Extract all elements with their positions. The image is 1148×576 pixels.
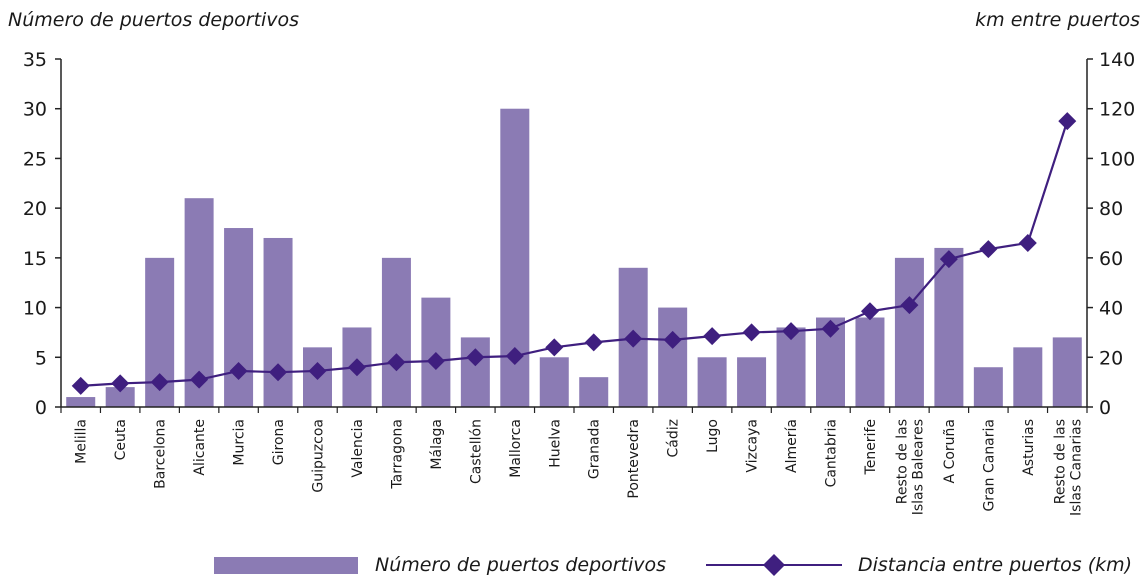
bar-21 <box>894 257 924 407</box>
right-tick-label-2: 40 <box>1099 298 1123 320</box>
left-tick-label-5: 25 <box>23 148 47 170</box>
category-label-15: Cádiz <box>666 419 682 457</box>
bar-10 <box>460 337 490 407</box>
bar-18 <box>776 327 806 407</box>
category-label-6: Guipuzcoa <box>311 419 327 493</box>
line-point-6 <box>308 361 327 380</box>
left-tick-label-7: 35 <box>23 49 47 71</box>
category-label-25: Resto de lasIslas Canarias <box>1052 419 1084 516</box>
right-tick-label-6: 120 <box>1099 99 1135 121</box>
line-point-11 <box>505 347 524 366</box>
category-label-23: Gran Canaria <box>981 419 997 512</box>
line-point-23 <box>979 240 998 259</box>
bar-13 <box>579 377 609 407</box>
line-point-12 <box>545 338 564 357</box>
category-label-7: Valencia <box>350 419 366 478</box>
category-label-13: Granada <box>587 419 603 479</box>
legend-line-marker <box>763 554 785 576</box>
line-point-3 <box>190 370 209 389</box>
bar-23 <box>973 367 1003 407</box>
category-label-16: Lugo <box>705 419 721 453</box>
category-label-11: Mallorca <box>508 419 524 478</box>
line-point-21 <box>900 296 919 315</box>
category-label-18: Almería <box>784 419 800 473</box>
category-label-14: Pontevedra <box>626 419 642 499</box>
bar-20 <box>855 317 885 407</box>
category-label-12: Huelva <box>547 419 563 468</box>
line-point-22 <box>939 250 958 269</box>
line-point-9 <box>426 352 445 371</box>
category-label-3: Alicante <box>192 419 208 476</box>
line-point-1 <box>111 374 130 393</box>
legend-line-label: Distancia entre puertos (km) <box>858 554 1132 576</box>
line-point-13 <box>584 333 603 352</box>
left-tick-label-4: 20 <box>23 198 47 220</box>
category-label-1: Ceuta <box>113 419 129 460</box>
left-axis-title: Número de puertos deportivos <box>8 9 299 31</box>
bar-1 <box>105 387 135 407</box>
line-point-2 <box>150 373 169 392</box>
line-point-7 <box>347 358 366 377</box>
line-point-25 <box>1058 112 1077 131</box>
category-label-22: A Coruña <box>942 419 958 483</box>
line-point-15 <box>663 330 682 349</box>
right-tick-label-1: 20 <box>1099 347 1123 369</box>
left-tick-label-0: 0 <box>35 397 47 419</box>
bar-0 <box>66 397 96 407</box>
bar-15 <box>658 307 688 407</box>
line-point-0 <box>71 376 90 395</box>
right-tick-label-7: 140 <box>1099 49 1135 71</box>
line-point-5 <box>269 363 288 382</box>
line-point-16 <box>703 327 722 346</box>
category-label-21: Resto de lasIslas Baleares <box>894 419 926 515</box>
legend: Número de puertos deportivos Distancia e… <box>214 554 1132 576</box>
bar-5 <box>263 237 293 407</box>
right-tick-label-5: 100 <box>1099 148 1135 170</box>
left-tick-label-1: 5 <box>35 347 47 369</box>
category-label-9: Málaga <box>429 419 445 470</box>
bar-8 <box>381 257 411 407</box>
line-point-24 <box>1018 233 1037 252</box>
category-label-8: Tarragona <box>389 419 405 490</box>
bar-12 <box>539 357 569 407</box>
line-series-group <box>71 112 1077 395</box>
bar-25 <box>1052 337 1082 407</box>
legend-bar-label: Número de puertos deportivos <box>375 554 666 576</box>
line-point-14 <box>624 329 643 348</box>
category-label-5: Girona <box>271 419 287 465</box>
line-point-8 <box>387 353 406 372</box>
bar-24 <box>1013 347 1043 407</box>
category-label-2: Barcelona <box>153 419 169 489</box>
line-point-17 <box>742 323 761 342</box>
category-label-10: Castellón <box>468 419 484 484</box>
bars-group <box>66 108 1082 407</box>
category-label-20: Tenerife <box>863 419 879 475</box>
category-labels-group: Melilla Ceuta Barcelona Alicante Murcia Giron… <box>74 419 1085 516</box>
legend-bar-swatch <box>214 557 358 574</box>
line-point-4 <box>229 361 248 380</box>
bar-22 <box>934 247 964 407</box>
category-label-17: Vizcaya <box>745 419 761 473</box>
category-label-4: Murcia <box>232 419 248 466</box>
right-tick-label-4: 80 <box>1099 198 1123 220</box>
category-label-0: Melilla <box>74 419 90 464</box>
right-tick-label-3: 60 <box>1099 248 1123 270</box>
axes-group: 0 5 10 15 20 25 30 35 0 20 40 60 80 100 120 140 <box>23 49 1135 419</box>
line-point-18 <box>782 322 801 341</box>
line-point-10 <box>466 348 485 367</box>
right-axis-title: km entre puertos <box>975 9 1140 31</box>
left-tick-label-2: 10 <box>23 298 47 320</box>
category-label-24: Asturias <box>1021 419 1037 476</box>
line-point-19 <box>821 319 840 338</box>
bar-4 <box>224 228 254 407</box>
right-tick-label-0: 0 <box>1099 397 1111 419</box>
bar-17 <box>737 357 767 407</box>
line-point-20 <box>860 302 879 321</box>
bar-16 <box>697 357 727 407</box>
category-label-19: Cantabria <box>824 419 840 487</box>
left-tick-label-3: 15 <box>23 248 47 270</box>
left-tick-label-6: 30 <box>23 99 47 121</box>
